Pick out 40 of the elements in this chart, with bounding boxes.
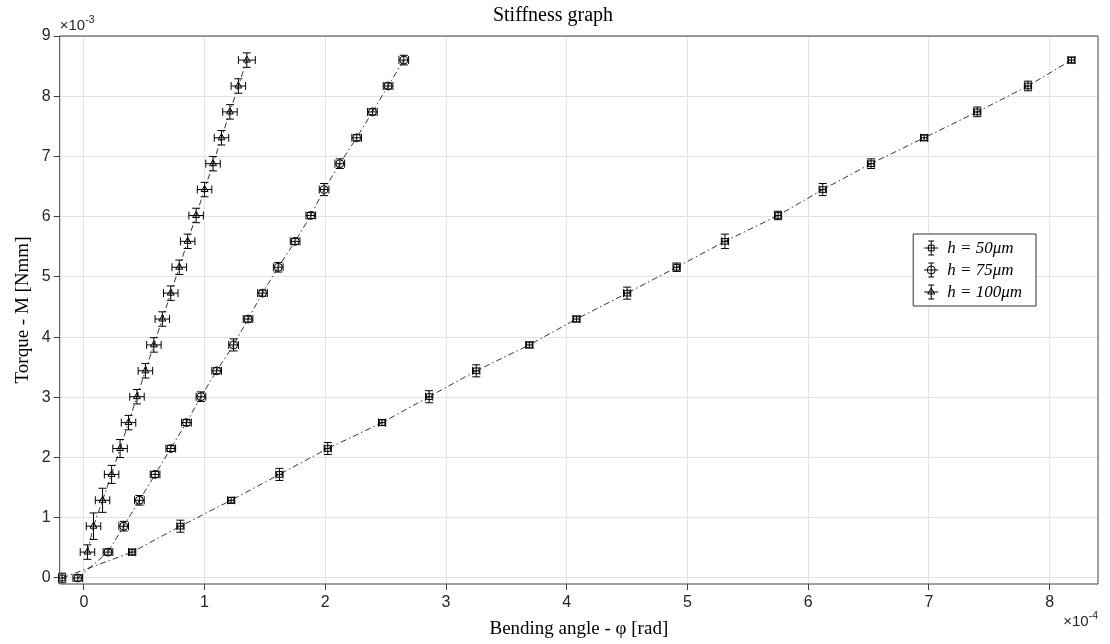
- x-tick-label: 1: [200, 593, 210, 611]
- y-tick-label: 7: [41, 146, 51, 164]
- x-tick-label: 0: [79, 593, 89, 611]
- y-tick-label: 8: [41, 86, 51, 104]
- point: [141, 366, 150, 374]
- y-tick-label: 3: [41, 387, 51, 405]
- y-tick-label: 2: [41, 447, 51, 465]
- y-tick-label: 5: [41, 267, 51, 285]
- x-tick-label: 3: [441, 593, 451, 611]
- y-tick-label: 6: [41, 207, 51, 225]
- point: [98, 495, 107, 503]
- point: [89, 521, 98, 529]
- point: [217, 133, 226, 141]
- x-tick-label: 6: [803, 593, 813, 611]
- y-tick-label: 4: [41, 327, 51, 345]
- x-tick-label: 7: [924, 593, 934, 611]
- x-tick-label: 5: [683, 593, 693, 611]
- point: [166, 288, 175, 296]
- point: [192, 210, 201, 218]
- point: [107, 469, 116, 477]
- point: [116, 444, 125, 452]
- x-tick-label: 2: [320, 593, 330, 611]
- y-tick-label: 0: [41, 568, 51, 586]
- point: [124, 418, 133, 426]
- x-tick-label: 4: [562, 593, 572, 611]
- point: [158, 314, 167, 322]
- legend-label: h = 100μm: [947, 282, 1023, 302]
- y-tick-label: 9: [41, 26, 51, 44]
- point: [225, 107, 234, 115]
- x-tick-label: 8: [1045, 593, 1055, 611]
- point: [209, 159, 217, 167]
- point: [83, 547, 92, 555]
- x-axis-title: Bending angle - φ [rad]: [489, 616, 669, 638]
- chart-title: Stiffness graph: [492, 3, 614, 27]
- point: [720, 236, 730, 246]
- point: [242, 55, 251, 63]
- y-tick-label: 1: [41, 508, 51, 526]
- y-axis-title: Torque - M [Nmm]: [11, 236, 33, 384]
- legend-label: h = 75μm: [947, 260, 1014, 280]
- legend-label: h = 50μm: [947, 238, 1014, 258]
